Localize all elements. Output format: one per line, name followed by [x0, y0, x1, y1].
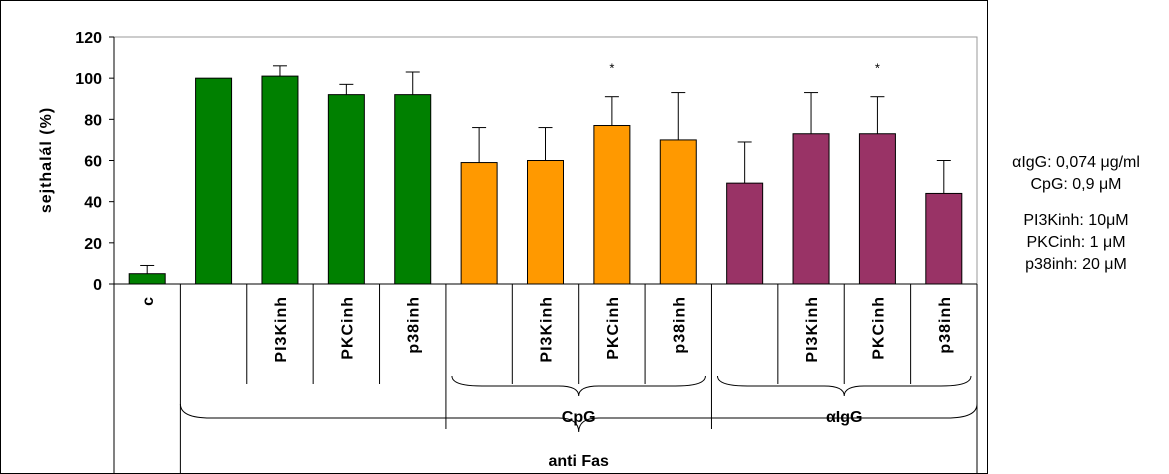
bar [394, 94, 432, 285]
bar [659, 139, 697, 285]
note-pi3k-conc: PI3Kinh: 10μM [1023, 212, 1129, 229]
bar [460, 162, 498, 285]
y-tick-label: 80 [84, 112, 102, 129]
group-brace [716, 375, 972, 397]
category-label: p38inh [671, 296, 688, 354]
category-label: p38inh [406, 296, 423, 354]
significance-mark: * [875, 61, 880, 76]
bar [128, 273, 166, 285]
category-label: PKCinh [605, 296, 622, 360]
bar [593, 125, 631, 285]
y-tick-label: 20 [84, 236, 102, 253]
category-label: PI3Kinh [273, 296, 290, 363]
y-tick-label: 120 [75, 30, 102, 47]
category-label: PI3Kinh [804, 296, 821, 363]
group-label: CpG [562, 409, 596, 426]
category-label: PI3Kinh [539, 296, 556, 363]
bar [925, 192, 963, 285]
group-brace [451, 375, 706, 397]
y-tick-label: 60 [84, 154, 102, 171]
bar [327, 94, 365, 285]
bar [195, 77, 233, 285]
note-p38-conc: p38inh: 20 μM [1025, 256, 1127, 273]
category-label: PKCinh [339, 296, 356, 360]
note-cpg-conc: CpG: 0,9 μM [1030, 176, 1122, 193]
bar [858, 133, 896, 285]
bar [261, 75, 299, 285]
bar [726, 182, 764, 285]
significance-mark: * [609, 61, 614, 76]
y-tick-label: 0 [93, 277, 102, 294]
note-aigg-conc: αIgG: 0,074 μg/ml [1012, 154, 1140, 171]
group-brace [179, 403, 978, 433]
bar [792, 133, 830, 285]
y-axis-label: sejthalál (%) [38, 107, 55, 213]
group-label: anti Fas [548, 453, 609, 470]
note-pkc-conc: PKCinh: 1 μM [1026, 234, 1126, 251]
y-tick-label: 40 [84, 195, 102, 212]
category-label: c [140, 296, 157, 306]
y-tick-label: 100 [75, 71, 102, 88]
category-label: PKCinh [870, 296, 887, 360]
category-label: p38inh [937, 296, 954, 354]
bar [527, 160, 564, 285]
